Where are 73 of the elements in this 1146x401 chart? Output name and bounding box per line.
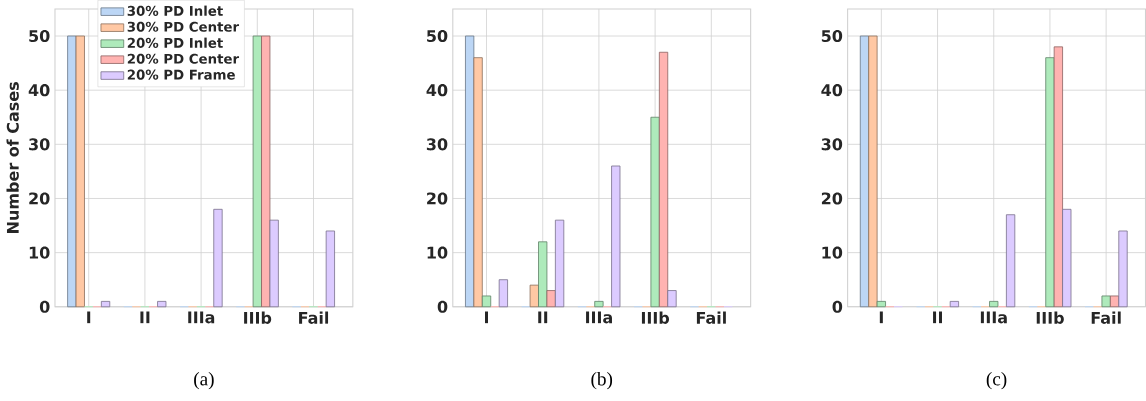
x-tick-label: II [140,311,150,324]
bar [481,295,492,308]
bar [611,165,621,308]
bar [213,209,223,308]
legend-label: 20% PD Frame [127,69,235,80]
bar [252,35,262,308]
legend-label: 30% PD Inlet [127,5,223,17]
bar [949,301,960,308]
y-tick-label: 20 [821,192,843,205]
bar [1045,57,1055,308]
bar [100,301,111,308]
x-tick-label: Fail [299,311,329,325]
y-tick-label: 50 [821,30,843,43]
x-tick-label: IIIa [586,311,612,324]
y-tick-label: 30 [821,138,843,151]
legend-label: 20% PD Center [127,53,240,64]
x-tick-label: IIIa [188,311,215,324]
y-tick-label: 0 [832,300,843,313]
bar [594,301,604,308]
bar [269,219,279,308]
y-tick-label: 20 [427,192,448,205]
text: (c) [986,372,1007,390]
bar [650,116,660,308]
bar [1062,209,1072,308]
bar [473,57,483,308]
bar [1053,46,1063,308]
legend-label: 30% PD Center [127,21,240,32]
bar [546,290,556,308]
bar [261,35,271,308]
text: (b) [591,372,613,390]
legend-label: 20% PD Inlet [127,37,223,49]
x-tick-label: IIIa [980,311,1007,324]
y-tick-label: 20 [29,192,50,205]
bar [529,284,539,308]
text: (a) [194,372,214,390]
y-tick-label: 40 [426,84,448,97]
x-tick-label: IIIb [641,311,670,325]
x-tick-label: Fail [1091,311,1121,325]
y-axis-title: Number of Cases [6,82,19,234]
y-tick-label: 30 [426,138,448,151]
y-tick-label: 10 [822,246,843,259]
bar [1118,230,1128,308]
bar [554,219,565,308]
x-tick-label: II [538,311,548,324]
y-tick-label: 40 [821,84,843,97]
bar [538,241,548,308]
bar [498,279,508,308]
bar [868,35,878,308]
x-tick-label: I [485,311,489,324]
bar [157,301,167,308]
bar [1109,295,1120,308]
y-tick-label: 0 [437,300,448,313]
bar [1005,214,1016,308]
y-tick-label: 40 [28,84,50,97]
y-tick-label: 10 [29,246,50,259]
y-tick-label: 50 [29,30,50,43]
bar [325,230,335,308]
bar [658,51,669,308]
x-tick-label: I [87,311,91,324]
x-tick-label: I [879,311,883,324]
x-tick-label: Fail [696,311,726,325]
x-tick-label: IIIb [1036,311,1064,325]
x-tick-label: II [933,311,943,324]
bar [667,290,677,308]
y-tick-label: 10 [427,246,448,259]
x-tick-label: IIIb [244,311,272,325]
bar [75,35,85,308]
bar [876,301,886,308]
y-tick-label: 0 [39,300,50,313]
bar [1101,295,1111,308]
bar [989,301,999,308]
y-tick-label: 50 [427,30,448,43]
y-tick-label: 30 [29,138,50,151]
